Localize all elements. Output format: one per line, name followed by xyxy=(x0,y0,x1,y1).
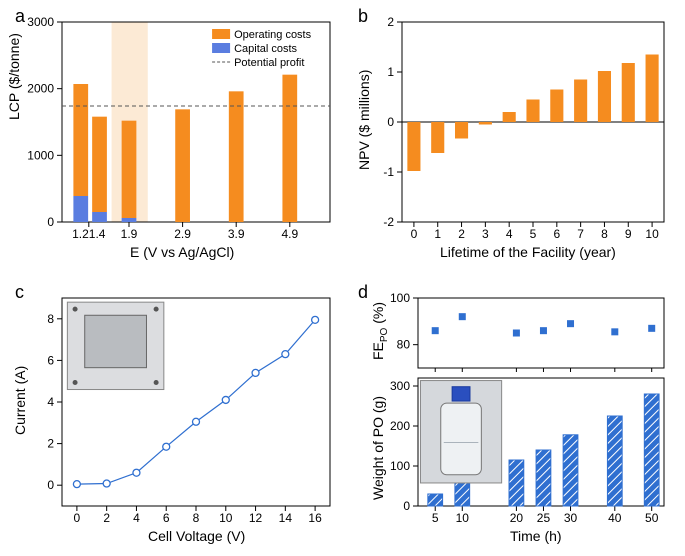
svg-text:80: 80 xyxy=(397,338,411,352)
svg-text:3000: 3000 xyxy=(27,15,54,29)
svg-text:300: 300 xyxy=(390,379,410,393)
svg-text:100: 100 xyxy=(390,291,410,305)
svg-text:30: 30 xyxy=(564,511,578,525)
svg-text:3.9: 3.9 xyxy=(228,227,245,241)
panel-a-xlabel: E (V vs Ag/AgCl) xyxy=(130,244,234,260)
panel-a-label: a xyxy=(15,6,25,27)
svg-text:5: 5 xyxy=(530,227,537,241)
svg-text:50: 50 xyxy=(645,511,659,525)
panel-c-chart: 024680246810121416 xyxy=(62,298,330,506)
svg-text:2: 2 xyxy=(47,437,54,451)
svg-text:1.9: 1.9 xyxy=(121,227,138,241)
svg-text:Capital costs: Capital costs xyxy=(234,43,297,55)
svg-text:2: 2 xyxy=(387,15,394,29)
panel-a-chart: 01000200030001.21.41.92.93.94.9Operating… xyxy=(62,22,330,222)
panel-d-ylabel-top: FEPO (%) xyxy=(370,302,390,360)
panel-d-top-chart: 80100 xyxy=(418,298,664,368)
svg-text:6: 6 xyxy=(163,511,170,525)
svg-text:1.21.4: 1.21.4 xyxy=(72,227,106,241)
svg-text:0: 0 xyxy=(47,478,54,492)
svg-text:12: 12 xyxy=(249,511,263,525)
svg-text:4: 4 xyxy=(133,511,140,525)
panel-a-ylabel: LCP ($/tonne) xyxy=(6,33,22,120)
svg-text:10: 10 xyxy=(219,511,233,525)
panel-c-xlabel: Cell Voltage (V) xyxy=(148,528,245,544)
svg-text:0: 0 xyxy=(47,215,54,229)
svg-text:-1: -1 xyxy=(383,165,394,179)
svg-text:2: 2 xyxy=(458,227,465,241)
svg-text:40: 40 xyxy=(608,511,622,525)
svg-text:Potential profit: Potential profit xyxy=(234,57,304,69)
svg-text:1: 1 xyxy=(387,65,394,79)
svg-text:8: 8 xyxy=(47,312,54,326)
panel-d-bottom-chart: 01002003005102025304050 xyxy=(418,378,664,506)
svg-text:25: 25 xyxy=(537,511,551,525)
panel-c-label: c xyxy=(15,282,24,303)
svg-text:3: 3 xyxy=(482,227,489,241)
panel-c-ylabel: Current (A) xyxy=(12,366,28,435)
svg-text:9: 9 xyxy=(625,227,632,241)
svg-text:6: 6 xyxy=(553,227,560,241)
svg-text:7: 7 xyxy=(577,227,584,241)
svg-text:6: 6 xyxy=(47,353,54,367)
panel-d-label: d xyxy=(358,282,368,303)
svg-text:4: 4 xyxy=(506,227,513,241)
panel-b-chart: -2-1012012345678910 xyxy=(402,22,664,222)
svg-text:-2: -2 xyxy=(383,215,394,229)
svg-text:0: 0 xyxy=(74,511,81,525)
svg-text:2.9: 2.9 xyxy=(174,227,191,241)
svg-text:4.9: 4.9 xyxy=(281,227,298,241)
svg-text:1: 1 xyxy=(434,227,441,241)
svg-text:5: 5 xyxy=(432,511,439,525)
svg-text:100: 100 xyxy=(390,459,410,473)
svg-text:0: 0 xyxy=(403,499,410,513)
svg-text:16: 16 xyxy=(308,511,322,525)
svg-text:2: 2 xyxy=(103,511,110,525)
panel-d-xlabel: Time (h) xyxy=(510,528,562,544)
svg-text:20: 20 xyxy=(510,511,524,525)
svg-text:14: 14 xyxy=(279,511,293,525)
panel-b-xlabel: Lifetime of the Facility (year) xyxy=(440,244,616,260)
svg-text:10: 10 xyxy=(456,511,470,525)
svg-text:0: 0 xyxy=(411,227,418,241)
svg-text:8: 8 xyxy=(601,227,608,241)
svg-text:0: 0 xyxy=(387,115,394,129)
svg-text:10: 10 xyxy=(645,227,659,241)
svg-text:200: 200 xyxy=(390,419,410,433)
svg-text:Operating costs: Operating costs xyxy=(234,29,312,41)
svg-text:4: 4 xyxy=(47,395,54,409)
panel-b-label: b xyxy=(358,6,368,27)
panel-b-ylabel: NPV ($ millions) xyxy=(356,70,372,170)
svg-text:8: 8 xyxy=(193,511,200,525)
svg-text:1000: 1000 xyxy=(27,148,54,162)
panel-d-ylabel-bottom: Weight of PO (g) xyxy=(370,396,386,500)
svg-text:2000: 2000 xyxy=(27,82,54,96)
